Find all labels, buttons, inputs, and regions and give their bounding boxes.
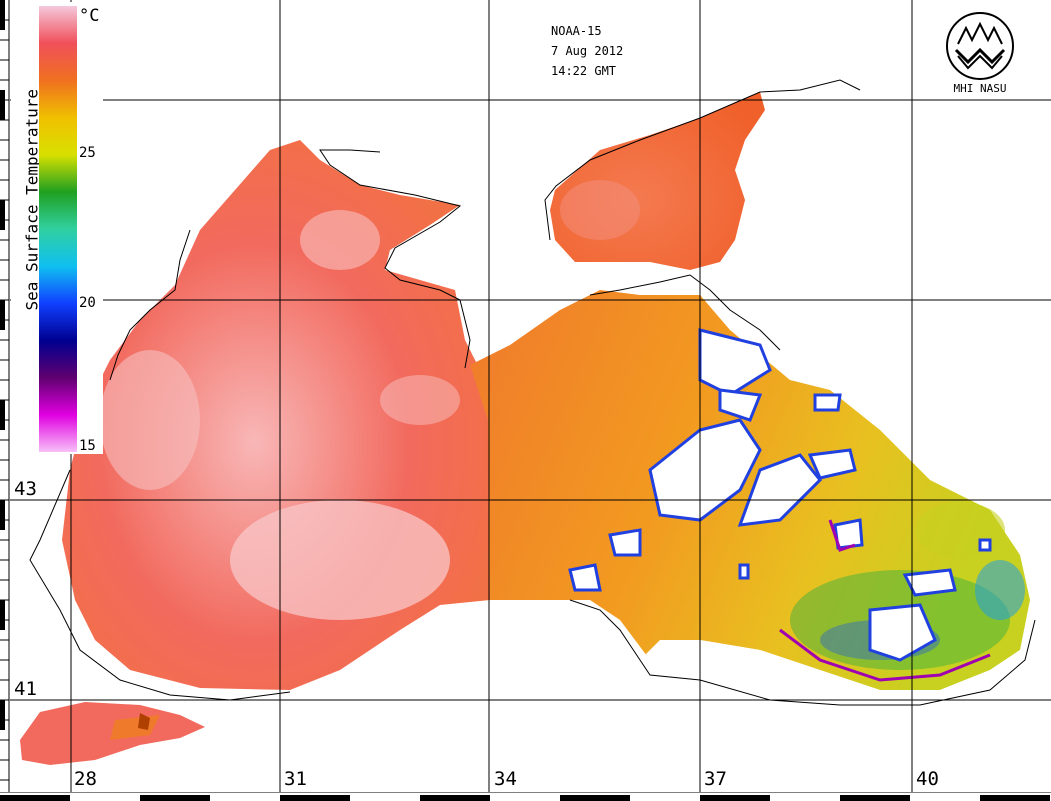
logo-emblem-icon — [946, 12, 1014, 80]
date-label: 7 Aug 2012 — [551, 44, 624, 58]
west-coast — [29, 469, 291, 701]
legend-tick-20: 20 — [79, 295, 96, 311]
legend-tick-25: 25 — [79, 145, 96, 161]
bottom-ruler — [0, 792, 1051, 801]
lon-label-31: 31 — [284, 768, 307, 790]
lon-label-34: 34 — [494, 768, 517, 790]
left-ruler — [0, 0, 10, 801]
legend-tick-15: 15 — [79, 438, 96, 454]
satellite-label: NOAA-15 — [551, 24, 602, 38]
crimea-coast — [319, 149, 471, 369]
lon-label-28: 28 — [74, 768, 97, 790]
lat-label-43: 43 — [14, 478, 37, 500]
lon-label-37: 37 — [704, 768, 727, 790]
lon-label-40: 40 — [916, 768, 939, 790]
cloud-masks — [568, 328, 992, 662]
sea-of-azov — [550, 92, 765, 270]
azov-coast — [544, 79, 861, 241]
legend-unit: °C — [79, 6, 100, 26]
anatolia-coast-mask — [600, 620, 1051, 801]
black-sea-east — [470, 290, 1030, 690]
mhi-logo: MHI NASU — [944, 10, 1016, 102]
lat-label-41: 41 — [14, 678, 37, 700]
time-label: 14:22 GMT — [551, 64, 617, 78]
logo-text: MHI NASU — [953, 82, 1007, 95]
temperature-legend: Sea Surface Temperature °C 25 20 15 — [11, 2, 103, 454]
north-coast — [109, 229, 191, 381]
legend-colorbar — [39, 6, 77, 452]
